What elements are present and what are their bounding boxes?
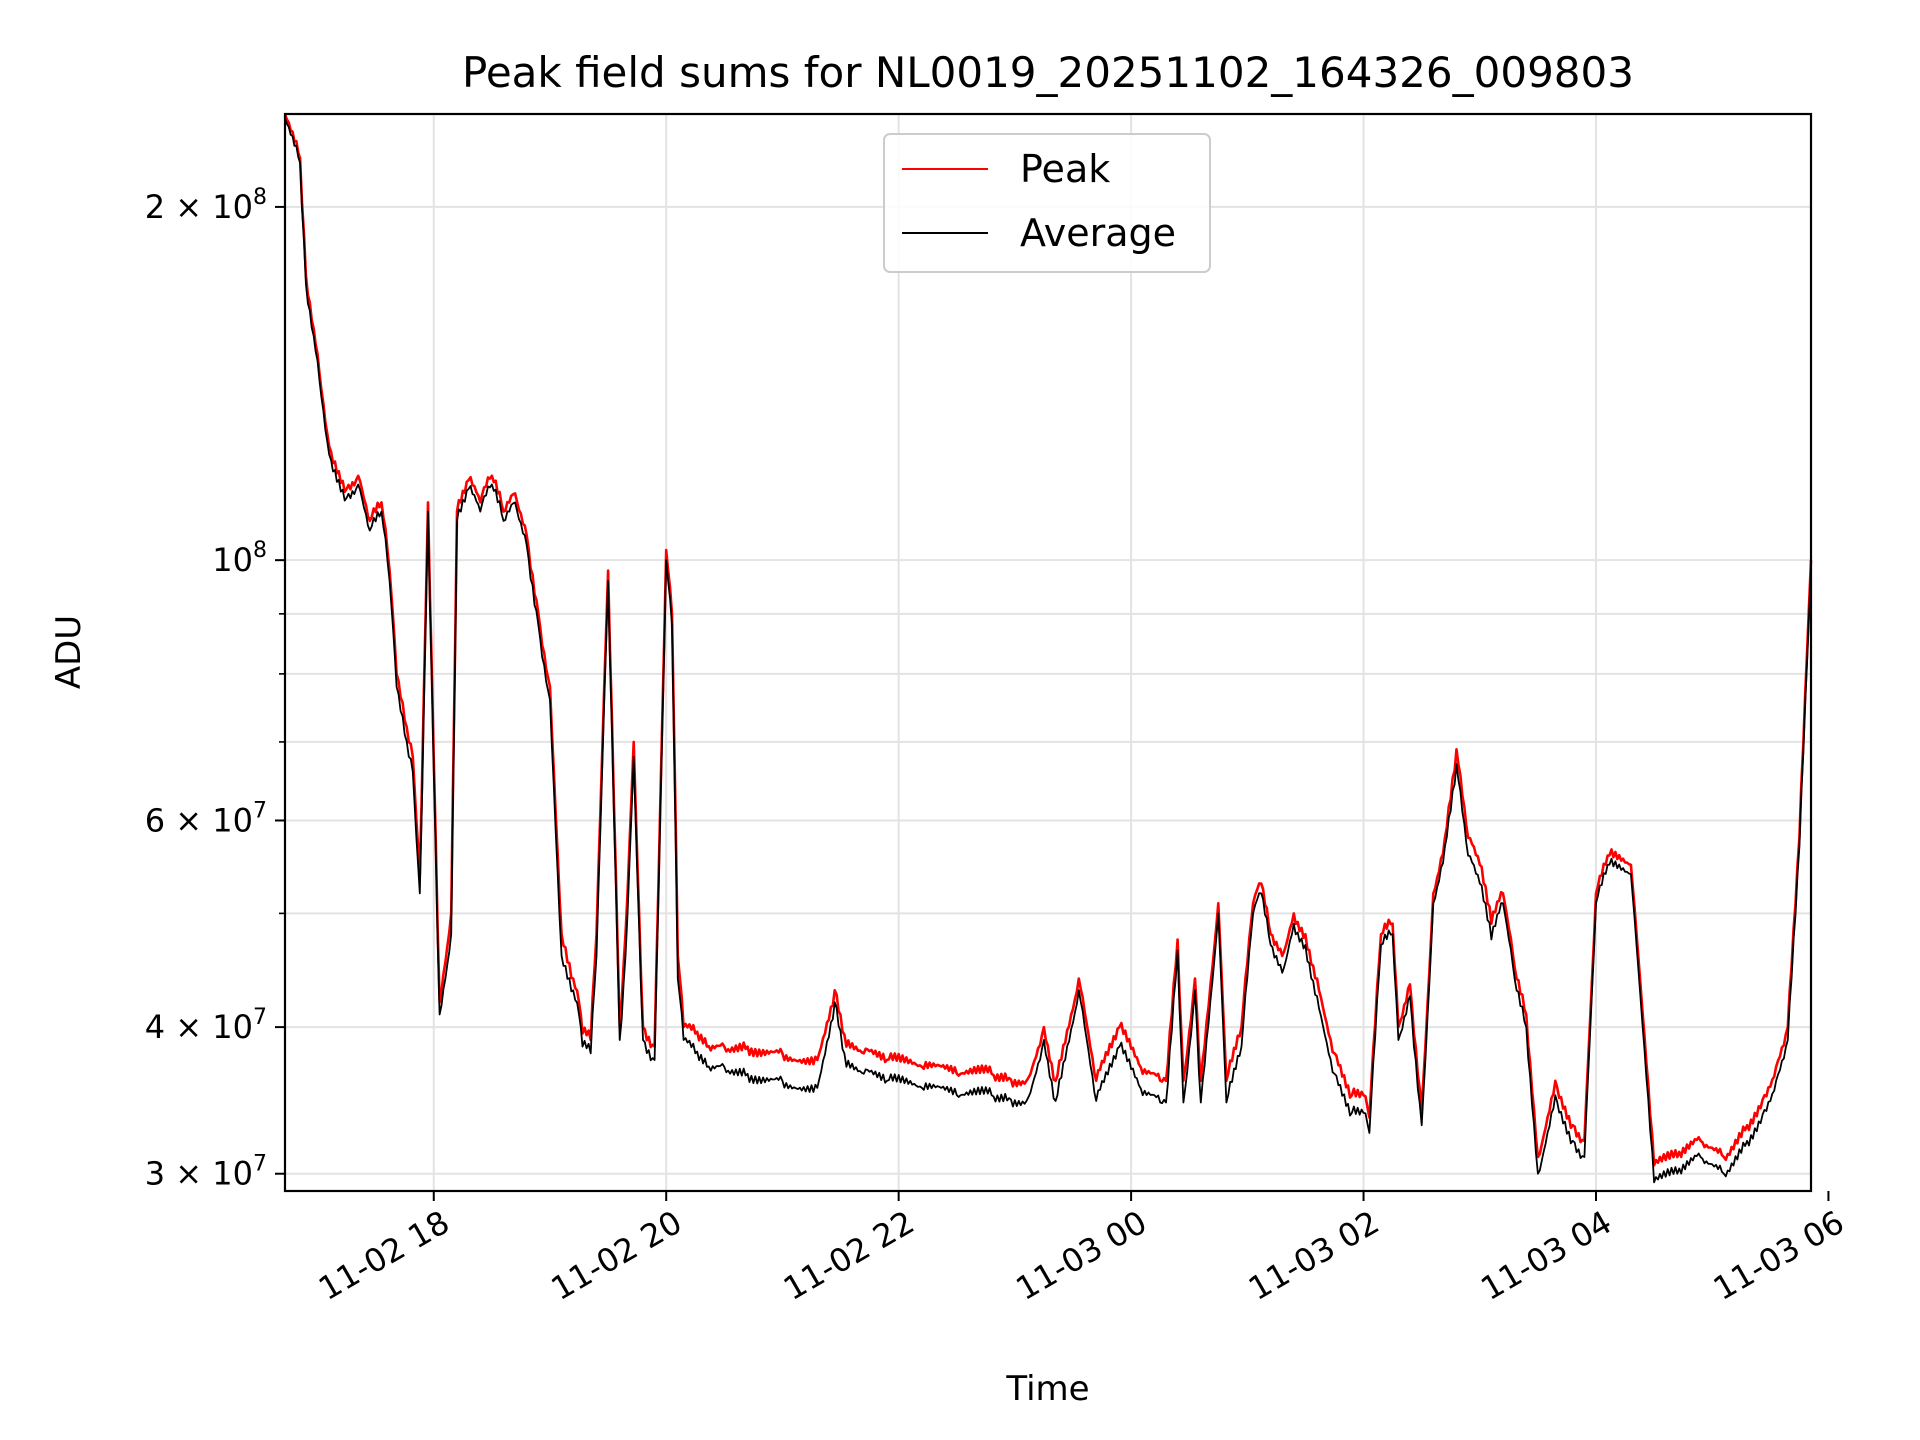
y-tick-label: 6 × 107 <box>145 798 267 839</box>
x-tick-label: 11-02 20 <box>545 1203 689 1308</box>
x-tick-label: 11-02 22 <box>777 1203 921 1308</box>
x-tick-label: 11-03 02 <box>1242 1203 1386 1308</box>
y-axis-label: ADU <box>49 615 89 689</box>
x-axis-label: Time <box>1005 1369 1089 1409</box>
x-tick-label: 11-03 00 <box>1009 1203 1153 1308</box>
plot-frame <box>283 112 1813 1193</box>
x-axis: 11-02 18 11-02 20 11-02 22 11-03 00 11-03 02… <box>312 1191 1850 1308</box>
y-tick-label: 4 × 107 <box>145 1005 267 1046</box>
x-tick-label: 11-03 06 <box>1707 1203 1851 1308</box>
x-tick-label: 11-03 04 <box>1474 1203 1618 1308</box>
legend-label-peak: Peak <box>1020 147 1110 191</box>
series-line-average <box>284 118 1812 1184</box>
chart-title: Peak field sums for NL0019_20251102_1643… <box>462 48 1634 97</box>
x-tick-label: 11-02 18 <box>312 1203 456 1308</box>
legend: Peak Average <box>883 133 1211 273</box>
legend-label-average: Average <box>1020 211 1176 255</box>
y-tick-label: 3 × 107 <box>145 1152 267 1193</box>
y-tick-label: 108 <box>212 538 267 579</box>
series-group <box>283 113 1813 1184</box>
grid <box>285 114 1811 1191</box>
series-line-peak <box>283 113 1813 1167</box>
y-axis: 3 × 107 4 × 107 6 × 107 108 2 × 108 <box>145 185 285 1193</box>
y-tick-label: 2 × 108 <box>145 185 267 226</box>
